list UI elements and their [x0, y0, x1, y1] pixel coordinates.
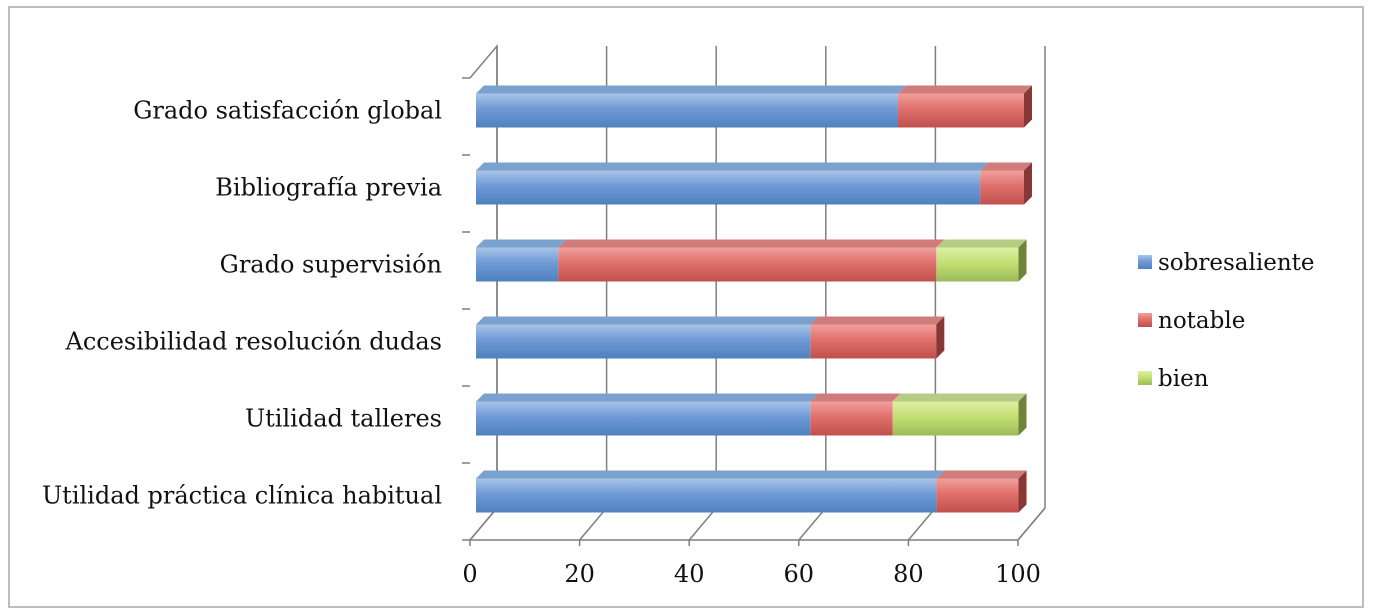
x-tick-label: 40 [674, 560, 705, 588]
bar-sobresaliente-bibliografia-previa [476, 170, 981, 205]
category-label-grado-supervision: Grado supervisión [220, 251, 442, 279]
category-label-utilidad-talleres: Utilidad talleres [245, 405, 442, 433]
bar-sobresaliente-utilidad-practica-clinica-habitual [476, 478, 937, 513]
bar-group-bibliografia-previa [476, 162, 1032, 205]
bar-top-sobresaliente-grado-satisfaccion-global [476, 85, 906, 94]
floor-gridline [907, 507, 936, 541]
legend-label-sobresaliente: sobresaliente [1158, 250, 1315, 276]
bar-sobresaliente-grado-supervision [476, 247, 559, 282]
category-label-utilidad-practica-clinica-habitual: Utilidad práctica clínica habitual [42, 482, 442, 510]
legend-swatch-notable [1138, 313, 1152, 327]
bar-bien-utilidad-talleres [892, 401, 1019, 436]
bar-top-sobresaliente-utilidad-practica-clinica-habitual [476, 470, 945, 479]
bar-sobresaliente-grado-satisfaccion-global [476, 93, 898, 128]
bar-top-sobresaliente-utilidad-talleres [476, 393, 819, 402]
bar-top-bien-grado-supervision [936, 239, 1027, 248]
bar-top-notable-utilidad-talleres [810, 393, 901, 402]
bar-notable-accesibilidad-resolucion-dudas [810, 324, 937, 359]
category-label-accesibilidad-resolucion-dudas: Accesibilidad resolución dudas [65, 328, 443, 356]
x-tick-label: 80 [893, 560, 924, 588]
bar-bien-grado-supervision [936, 247, 1019, 282]
floor-gridline [798, 507, 827, 541]
bar-notable-bibliografia-previa [980, 170, 1024, 205]
category-label-grado-satisfaccion-global: Grado satisfacción global [133, 97, 442, 125]
bar-top-sobresaliente-bibliografia-previa [476, 162, 989, 171]
category-labels: Grado satisfacción global Bibliografía pr… [42, 97, 442, 510]
floor-gridline [469, 507, 498, 541]
bar-top-sobresaliente-accesibilidad-resolucion-dudas [476, 316, 819, 325]
bar-side-notable-utilidad-practica-clinica-habitual [1018, 470, 1027, 513]
bar-top-notable-accesibilidad-resolucion-dudas [810, 316, 945, 325]
bar-group-grado-supervision [476, 239, 1027, 282]
bar-sobresaliente-utilidad-talleres [476, 401, 811, 436]
bar-notable-grado-satisfaccion-global [897, 93, 1024, 128]
bar-notable-grado-supervision [558, 247, 937, 282]
category-label-bibliografia-previa: Bibliografía previa [215, 174, 442, 202]
bar-side-notable-accesibilidad-resolucion-dudas [936, 316, 945, 359]
x-tick-label: 60 [784, 560, 815, 588]
bar-group-utilidad-practica-clinica-habitual [476, 470, 1027, 513]
x-tick-labels: 0 20 40 60 80 100 [462, 560, 1041, 588]
legend-label-notable: notable [1158, 308, 1245, 334]
bars [476, 85, 1032, 513]
bar-sobresaliente-accesibilidad-resolucion-dudas [476, 324, 811, 359]
legend-swatch-sobresaliente [1138, 255, 1152, 269]
legend: sobresaliente notable bien [1138, 250, 1315, 392]
floor-gridline [579, 507, 608, 541]
bar-top-notable-bibliografia-previa [980, 162, 1032, 171]
bar-group-accesibilidad-resolucion-dudas [476, 316, 945, 359]
bar-top-notable-grado-supervision [558, 239, 945, 248]
bar-top-notable-grado-satisfaccion-global [897, 85, 1032, 94]
floor-gridline [1017, 507, 1046, 541]
legend-swatch-bien [1138, 371, 1152, 385]
bar-side-bien-utilidad-talleres [1018, 393, 1027, 436]
bar-side-notable-bibliografia-previa [1024, 162, 1032, 205]
x-tick-label: 0 [462, 560, 477, 588]
bar-side-bien-grado-supervision [1018, 239, 1027, 282]
bar-group-utilidad-talleres [476, 393, 1027, 436]
bar-top-notable-utilidad-practica-clinica-habitual [936, 470, 1027, 479]
bar-top-sobresaliente-grado-supervision [476, 239, 567, 248]
bar-top-bien-utilidad-talleres [892, 393, 1027, 402]
floor-gridline [688, 507, 717, 541]
legend-label-bien: bien [1158, 366, 1209, 392]
bar-notable-utilidad-talleres [810, 401, 893, 436]
bar-notable-utilidad-practica-clinica-habitual [936, 478, 1019, 513]
bar-side-notable-grado-satisfaccion-global [1024, 85, 1032, 128]
x-tick-label: 20 [564, 560, 595, 588]
x-tick-label: 100 [995, 560, 1041, 588]
bar-group-grado-satisfaccion-global [476, 85, 1032, 128]
